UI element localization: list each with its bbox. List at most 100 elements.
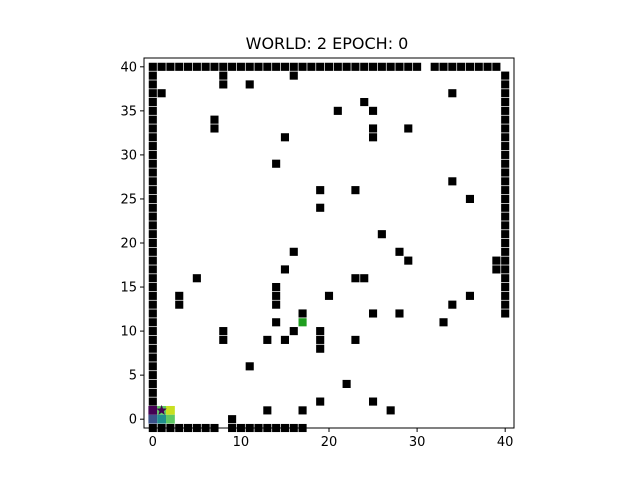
obstacle-marker-143 — [148, 300, 157, 309]
obstacle-marker-182 — [501, 309, 510, 318]
obstacle-marker-153 — [148, 388, 157, 397]
obstacle-marker-51 — [368, 133, 378, 142]
obstacle-marker-34 — [457, 62, 466, 71]
obstacle-marker-67 — [192, 274, 201, 283]
obstacle-marker-71 — [272, 291, 281, 300]
obstacle-marker-65 — [492, 256, 501, 265]
obstacle-marker-44 — [448, 89, 457, 98]
agent-heatmap-cell-2 — [166, 405, 175, 415]
obstacle-marker-130 — [148, 186, 157, 195]
obstacle-marker-119 — [148, 89, 157, 98]
obstacle-marker-161 — [501, 124, 510, 133]
obstacle-marker-19 — [316, 62, 325, 71]
obstacle-marker-5 — [192, 62, 201, 71]
obstacle-marker-14 — [272, 62, 281, 71]
obstacle-marker-13 — [263, 62, 272, 71]
obstacle-marker-174 — [501, 238, 510, 248]
obstacle-marker-77 — [448, 300, 457, 309]
obstacle-marker-10 — [236, 62, 245, 71]
obstacle-marker-1 — [157, 62, 166, 71]
y-tick-label-20: 20 — [120, 237, 137, 252]
obstacle-marker-144 — [148, 309, 157, 318]
obstacle-marker-150 — [148, 362, 157, 371]
obstacle-marker-179 — [501, 282, 510, 292]
obstacle-marker-45 — [360, 97, 369, 107]
obstacle-marker-165 — [501, 159, 510, 168]
obstacle-marker-48 — [210, 115, 219, 124]
obstacle-marker-85 — [219, 335, 228, 344]
obstacle-marker-32 — [439, 62, 448, 71]
obstacle-marker-181 — [501, 300, 510, 309]
obstacle-marker-55 — [448, 177, 457, 186]
obstacle-marker-35 — [465, 62, 475, 71]
agent-heatmap-cell-3 — [148, 414, 158, 424]
obstacle-marker-9 — [228, 62, 237, 71]
x-tick-label-30: 30 — [409, 435, 426, 450]
y-tick-label-0: 0 — [129, 413, 137, 428]
obstacle-marker-40 — [219, 80, 228, 89]
obstacle-marker-149 — [148, 353, 157, 362]
obstacle-marker-25 — [368, 62, 378, 71]
obstacle-marker-170 — [501, 203, 510, 212]
obstacle-marker-42 — [245, 80, 254, 89]
goal-marker-0 — [298, 318, 307, 327]
obstacle-marker-58 — [465, 194, 475, 204]
x-tick-label-20: 20 — [321, 435, 338, 450]
obstacle-marker-43 — [157, 89, 166, 98]
obstacle-marker-95 — [368, 397, 378, 406]
agent-heatmap-cell-4 — [157, 414, 167, 424]
obstacle-marker-157 — [501, 89, 510, 98]
obstacle-marker-99 — [228, 415, 237, 424]
obstacle-marker-76 — [465, 291, 475, 300]
obstacle-marker-177 — [501, 265, 510, 274]
obstacle-marker-97 — [298, 406, 307, 415]
obstacle-marker-90 — [316, 344, 325, 353]
obstacle-marker-146 — [148, 327, 157, 336]
obstacle-marker-18 — [307, 62, 316, 71]
agent-heatmap-cell-0 — [148, 405, 158, 415]
obstacle-marker-151 — [148, 371, 157, 380]
obstacle-marker-160 — [501, 115, 510, 124]
x-tick-label-10: 10 — [233, 435, 250, 450]
obstacle-marker-46 — [333, 106, 342, 115]
obstacle-marker-53 — [280, 133, 290, 142]
obstacle-marker-159 — [501, 106, 510, 115]
obstacle-marker-3 — [175, 62, 184, 71]
y-tick-label-10: 10 — [120, 325, 137, 340]
obstacle-marker-178 — [501, 274, 510, 283]
obstacle-marker-168 — [501, 186, 510, 195]
obstacle-marker-138 — [148, 256, 157, 265]
obstacle-marker-6 — [201, 62, 210, 71]
obstacle-marker-123 — [148, 124, 157, 133]
obstacle-marker-78 — [298, 309, 307, 318]
obstacle-marker-17 — [298, 62, 307, 71]
obstacle-marker-94 — [316, 397, 325, 406]
obstacle-marker-52 — [404, 124, 413, 133]
obstacle-marker-12 — [254, 62, 263, 71]
obstacle-marker-124 — [148, 133, 157, 142]
plot-area — [143, 57, 515, 433]
obstacle-marker-141 — [148, 282, 157, 292]
obstacle-marker-61 — [395, 247, 404, 256]
obstacle-marker-74 — [175, 300, 184, 309]
obstacle-marker-16 — [289, 62, 298, 71]
x-tick-label-0: 0 — [149, 435, 157, 450]
obstacle-marker-84 — [219, 327, 228, 336]
obstacle-marker-26 — [377, 62, 386, 71]
obstacle-marker-156 — [501, 80, 510, 89]
obstacle-marker-125 — [148, 142, 157, 151]
obstacle-marker-82 — [439, 318, 448, 327]
obstacle-marker-81 — [272, 318, 281, 327]
obstacle-marker-60 — [377, 230, 386, 239]
obstacle-marker-11 — [245, 62, 254, 71]
obstacle-marker-135 — [148, 230, 157, 239]
obstacle-marker-131 — [148, 194, 157, 204]
obstacle-marker-87 — [280, 335, 290, 344]
obstacle-marker-162 — [501, 133, 510, 142]
obstacle-marker-15 — [280, 62, 290, 71]
y-tick-label-30: 30 — [120, 148, 137, 163]
y-tick-label-40: 40 — [120, 60, 137, 75]
obstacle-marker-36 — [474, 62, 483, 71]
y-tick-label-5: 5 — [129, 369, 137, 384]
